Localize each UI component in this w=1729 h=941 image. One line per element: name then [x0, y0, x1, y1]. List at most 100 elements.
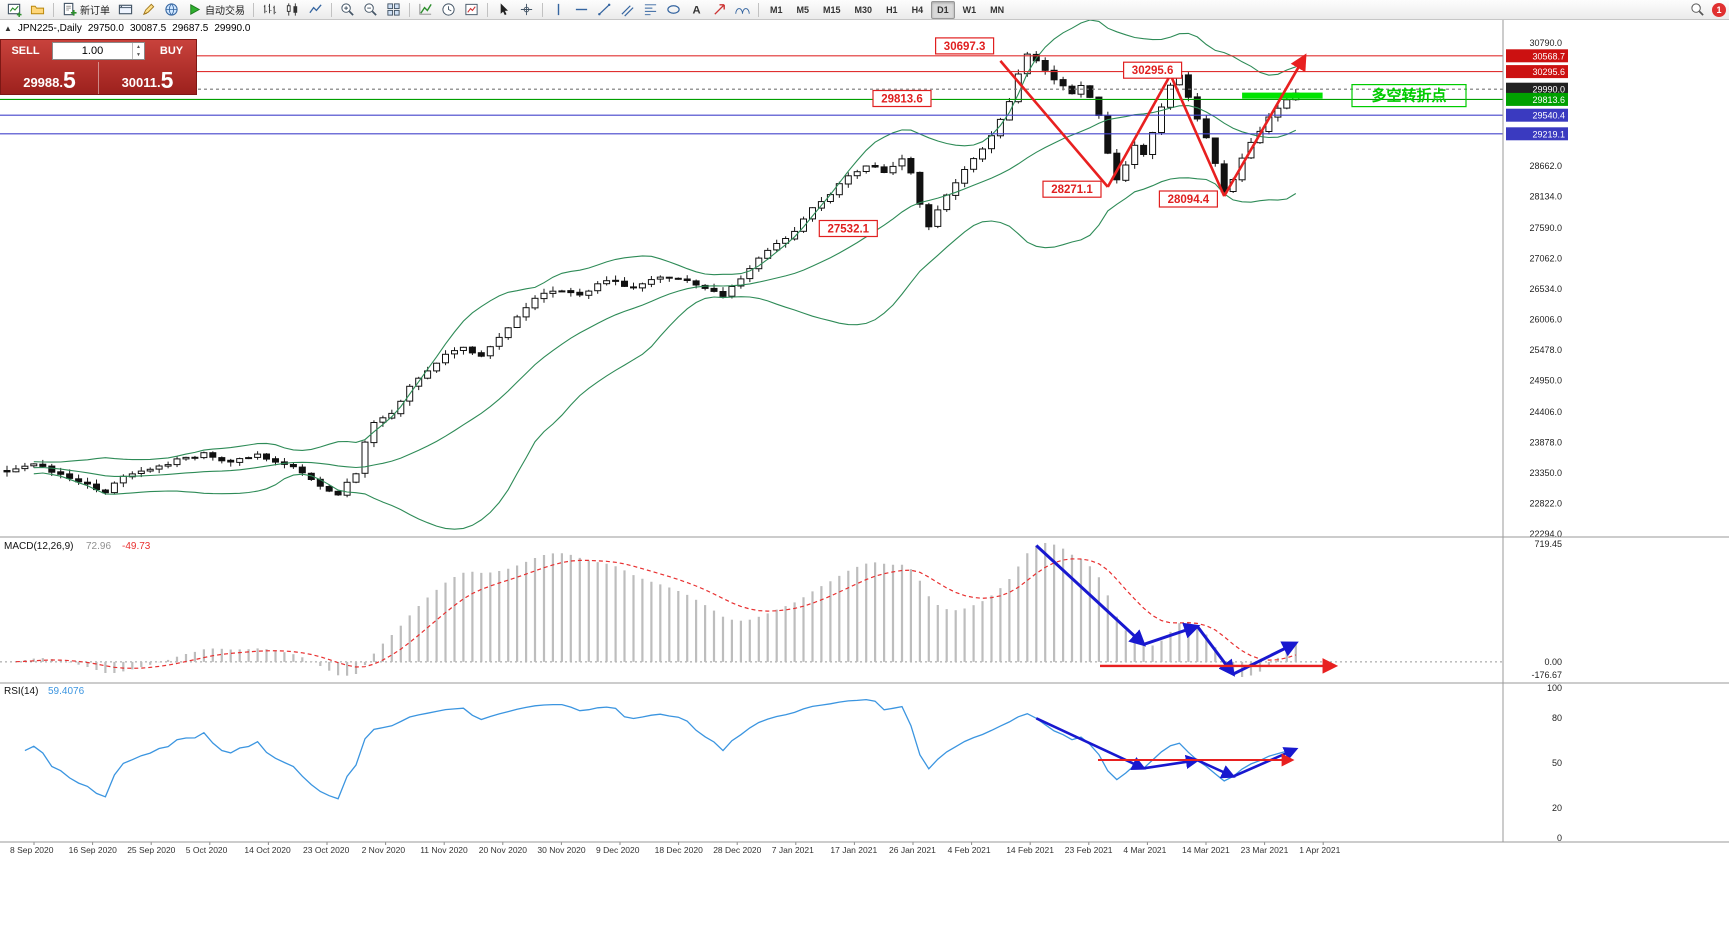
indicators-button[interactable]: [415, 0, 436, 20]
date-label: 23 Feb 2021: [1065, 845, 1113, 855]
tile-icon: [386, 2, 401, 17]
price-tag-text: 29219.1: [1532, 129, 1565, 139]
price-tag: [1506, 92, 1568, 106]
zoom-in-button[interactable]: [337, 0, 358, 20]
tile-windows-button[interactable]: [383, 0, 404, 20]
toolbar-separator: [542, 2, 543, 17]
rsi-trend-arrow: [1232, 747, 1299, 778]
newchart-icon: [7, 2, 22, 17]
price-tag-text: 29540.4: [1532, 111, 1565, 121]
macd-axis-zero: 0.00: [1544, 657, 1562, 667]
ask-frac: 5: [160, 67, 174, 93]
symbol-period-label: JPN225-,Daily: [17, 23, 82, 34]
buy-button[interactable]: BUY: [159, 45, 184, 57]
timeframe-h4-button[interactable]: H4: [911, 4, 924, 15]
equidistant-channel-button[interactable]: [617, 0, 638, 20]
macd-value-signal: -49.73: [122, 541, 151, 552]
volume-spinner[interactable]: ▲ ▼: [132, 43, 144, 59]
ohlc-close: 29990.0: [214, 23, 251, 34]
volume-value: 1.00: [81, 45, 104, 57]
collapse-panel-icon[interactable]: ▲: [4, 24, 12, 33]
rsi-axis-label: 0: [1557, 833, 1562, 843]
date-label: 1 Apr 2021: [1299, 845, 1340, 855]
vertical-line-button[interactable]: [548, 0, 569, 20]
zoomout-icon: [363, 2, 378, 17]
price-annotation-box: [872, 89, 932, 108]
ask-int: 30011.: [121, 75, 161, 90]
crosshair-button[interactable]: [516, 0, 537, 20]
spinner-up-icon[interactable]: ▲: [136, 44, 141, 50]
line-chart-button[interactable]: [305, 0, 326, 20]
price-tag: [1506, 108, 1568, 122]
timeframe-w1-button[interactable]: W1: [962, 4, 977, 15]
timeframe-m1-button[interactable]: M1: [770, 4, 783, 15]
trendline-button[interactable]: [594, 0, 615, 20]
template-icon: [464, 2, 479, 17]
metaeditor-button[interactable]: [138, 0, 159, 20]
chart-canvas[interactable]: 30697.3 30295.6 29813.6 28271.1 28094.4 27532…: [0, 20, 1729, 941]
timeframe-m15-button[interactable]: M15: [823, 4, 841, 15]
cursor-button[interactable]: [493, 0, 514, 20]
periods-button[interactable]: [438, 0, 459, 20]
timeframe-h1-button[interactable]: H1: [886, 4, 898, 15]
sell-button[interactable]: SELL: [11, 45, 40, 57]
arrows-button[interactable]: [709, 0, 730, 20]
website-button[interactable]: [161, 0, 182, 20]
bid-price[interactable]: 29988. 5: [1, 62, 98, 94]
macd-trend-arrow: [1232, 641, 1299, 676]
new-chart-button[interactable]: [4, 0, 25, 20]
channel-icon: [620, 2, 635, 17]
price-tag-text: 29990.0: [1532, 85, 1565, 95]
indicator-icon: [418, 2, 433, 17]
candlestick-chart-button[interactable]: [282, 0, 303, 20]
date-label: 30 Nov 2020: [537, 845, 585, 855]
cycle-lines-button[interactable]: [732, 0, 753, 20]
date-label: 9 Dec 2020: [596, 845, 640, 855]
zoom-out-button[interactable]: [360, 0, 381, 20]
macd-axis-min: -176.67: [1531, 670, 1562, 680]
folder-icon: [30, 2, 45, 17]
price-axis-label: 23350.0: [1529, 468, 1562, 478]
bid-int: 29988.: [23, 75, 63, 90]
time-axis[interactable]: 8 Sep 2020 16 Sep 2020 25 Sep 2020 5 Oct 20…: [10, 842, 1341, 855]
date-label: 7 Jan 2021: [772, 845, 814, 855]
ohlc-open: 29750.0: [87, 23, 124, 34]
date-label: 4 Feb 2021: [948, 845, 991, 855]
date-label: 18 Dec 2020: [655, 845, 703, 855]
timeframe-m30-button[interactable]: M30: [854, 4, 873, 15]
date-label: 5 Oct 2020: [186, 845, 228, 855]
horizontal-line-button[interactable]: [571, 0, 592, 20]
fibonacci-button[interactable]: [640, 0, 661, 20]
timeframe-m5-button[interactable]: M5: [796, 4, 810, 15]
toolbar-separator: [331, 2, 332, 17]
toolbar-separator: [253, 2, 254, 17]
bollinger-middle-band: [33, 105, 1297, 477]
ask-price[interactable]: 30011. 5: [99, 62, 196, 94]
terminal-button[interactable]: [115, 0, 136, 20]
bollinger-bands: [33, 20, 1297, 530]
timeframe-d1-button[interactable]: D1: [931, 0, 955, 19]
macd-label: MACD(12,26,9): [4, 541, 73, 552]
price-axis-label: 30790.0: [1529, 38, 1562, 48]
search-button[interactable]: [1687, 0, 1708, 20]
bar-chart-button[interactable]: [259, 0, 280, 20]
autotrading-button[interactable]: 自动交易: [184, 0, 248, 20]
crosshair-icon: [519, 2, 534, 17]
horizontal-level-lines[interactable]: [0, 55, 1503, 135]
price-axis-label: 24950.0: [1529, 376, 1562, 386]
main-toolbar: 新订单 自动交易 A M1 M5 M15 M30 H1 H4 D1 W1 MN 1: [0, 0, 1729, 20]
new-order-button[interactable]: 新订单: [59, 0, 113, 20]
shapes-button[interactable]: [663, 0, 684, 20]
profiles-button[interactable]: [27, 0, 48, 20]
timeframe-mn-button[interactable]: MN: [990, 4, 1005, 15]
text-button[interactable]: A: [686, 0, 707, 20]
notification-badge[interactable]: 1: [1712, 2, 1726, 17]
volume-field[interactable]: 1.00 ▲ ▼: [52, 42, 145, 60]
price-axis[interactable]: 30790.0 28662.0 28134.0 27590.0 27062.0 26534…: [1506, 38, 1568, 843]
templates-button[interactable]: [461, 0, 482, 20]
trend-zigzag-segment: [1169, 74, 1226, 197]
price-axis-label: 26534.0: [1529, 284, 1562, 294]
spinner-down-icon[interactable]: ▼: [136, 52, 141, 58]
bollinger-upper-band: [33, 20, 1296, 463]
price-annotation-text: 28271.1: [1051, 184, 1093, 196]
